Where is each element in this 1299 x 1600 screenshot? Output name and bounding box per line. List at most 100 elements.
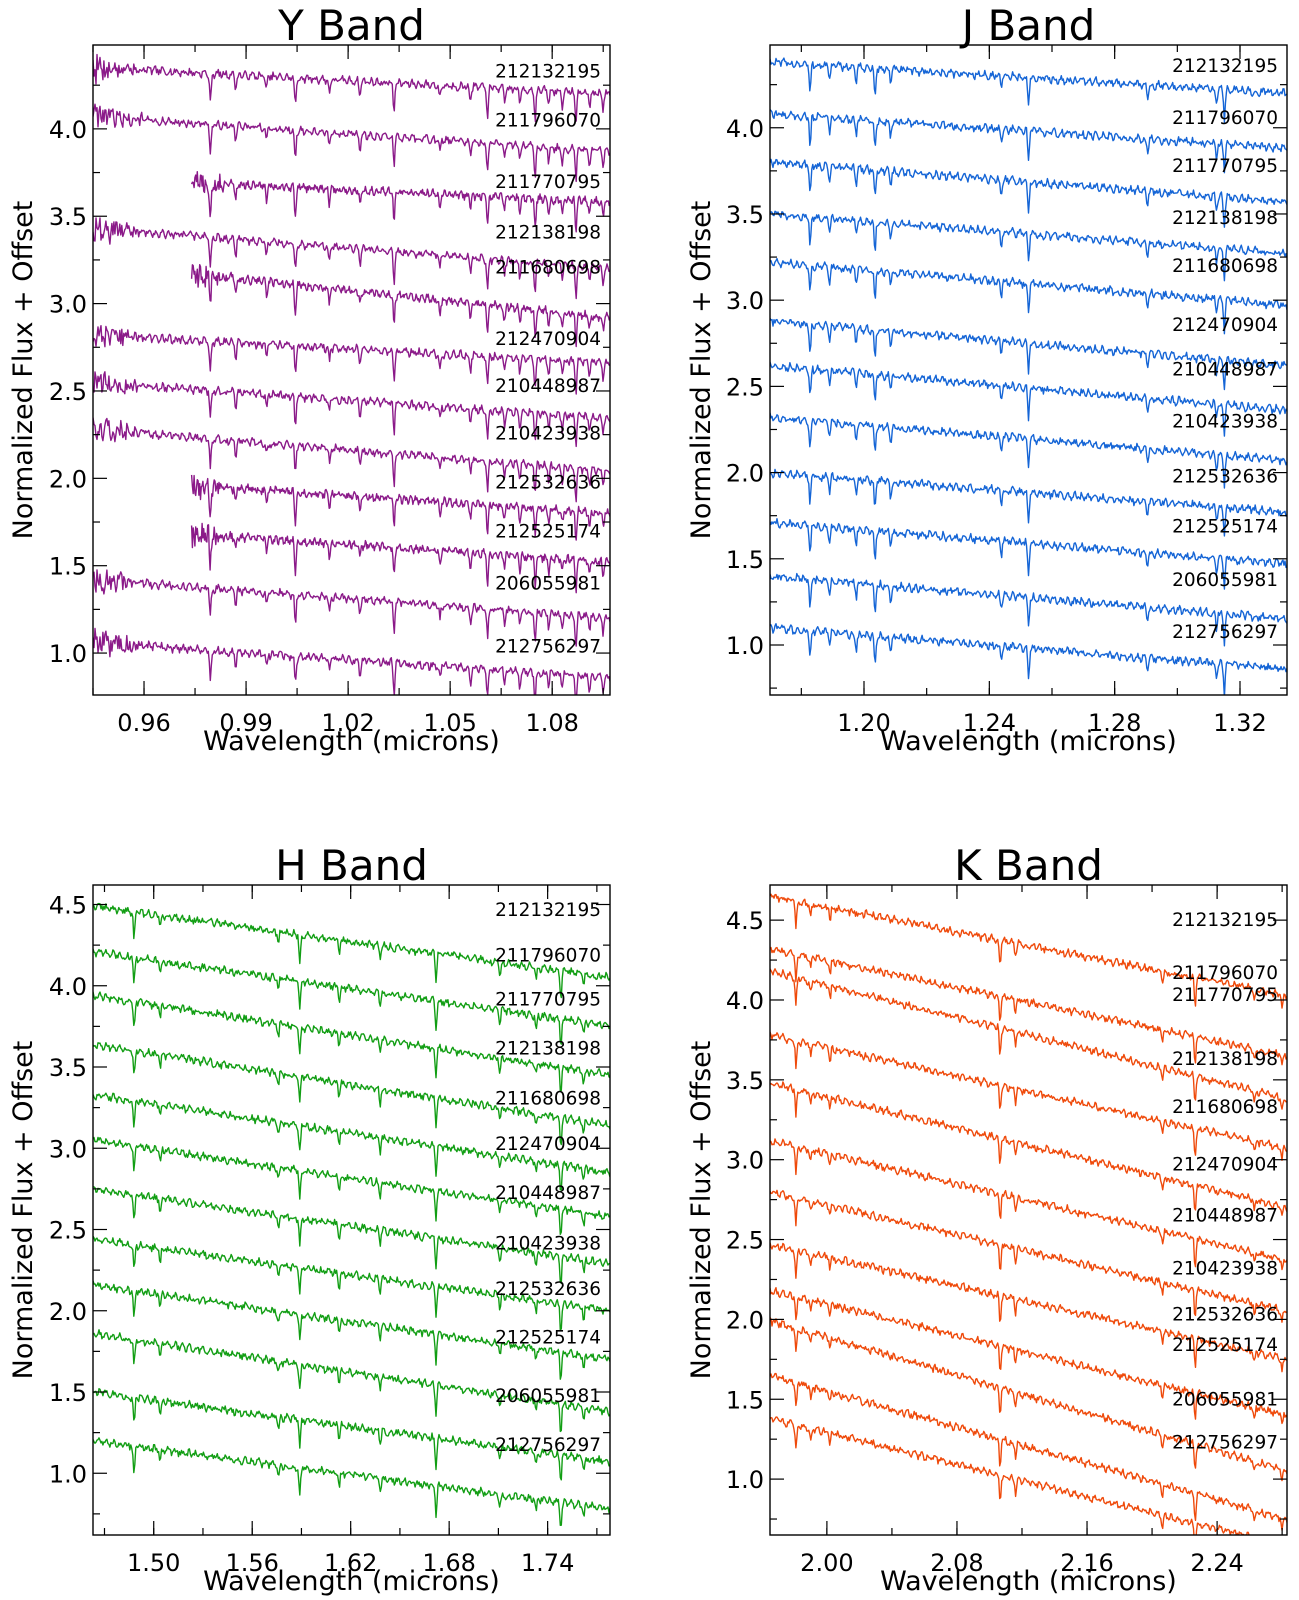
star-label-212756297: 212756297 xyxy=(1172,1432,1278,1453)
star-label-211680698: 211680698 xyxy=(495,1089,601,1110)
spectrum-206055981 xyxy=(770,1372,1287,1531)
star-label-212132195: 212132195 xyxy=(495,62,601,83)
h-band-y-tick-label: 1.0 xyxy=(49,1460,87,1488)
star-label-211680698: 211680698 xyxy=(1172,1097,1278,1118)
star-label-211796070: 211796070 xyxy=(1172,108,1278,129)
spectrum-211796070 xyxy=(770,946,1287,1066)
star-label-212532636: 212532636 xyxy=(1172,467,1278,488)
spectrum-212525174 xyxy=(93,1329,610,1433)
j-band-y-tick-label: 1.0 xyxy=(726,632,764,660)
star-label-212532636: 212532636 xyxy=(495,1279,601,1300)
y-band-x-axis-label: Wavelength (microns) xyxy=(203,726,500,757)
h-band-y-tick-label: 4.0 xyxy=(49,973,87,1001)
star-label-206055981: 206055981 xyxy=(495,574,601,595)
h-band-y-tick-label: 1.5 xyxy=(49,1379,87,1407)
k-band-x-axis-label: Wavelength (microns) xyxy=(880,1566,1177,1597)
star-label-212532636: 212532636 xyxy=(495,472,601,493)
j-band-x-axis-label: Wavelength (microns) xyxy=(880,726,1177,757)
k-band-y-axis-label: Normalized Flux + Offset xyxy=(686,1041,717,1380)
star-label-212756297: 212756297 xyxy=(495,1435,601,1456)
k-band-spectra xyxy=(770,893,1287,1535)
k-band-x-tick-label: 2.00 xyxy=(800,1549,853,1577)
star-label-211796070: 211796070 xyxy=(495,111,601,132)
spectrum-210448987 xyxy=(770,361,1287,437)
spectrum-206055981 xyxy=(93,1387,610,1481)
spectrum-211680698 xyxy=(190,264,610,348)
j-band-y-tick-label: 2.0 xyxy=(726,460,764,488)
spectrum-212532636 xyxy=(770,1286,1287,1425)
h-band-x-tick-label: 1.62 xyxy=(324,1549,377,1577)
spectrum-210448987 xyxy=(93,1186,610,1284)
spectrum-211770795 xyxy=(93,991,610,1092)
spectrum-210423938 xyxy=(93,417,610,503)
y-band-spectra xyxy=(93,53,610,695)
k-band-y-tick-label: 2.0 xyxy=(726,1306,764,1334)
star-label-210448987: 210448987 xyxy=(1172,360,1278,381)
y-band-x-tick-label: 1.08 xyxy=(525,709,578,737)
spectrum-206055981 xyxy=(93,569,610,647)
panel-y-band: 0.96 0.99 1.02 1.05 1.08 1.0 1.5 2.0 2.5 3.0 3.5 4.… xyxy=(8,1,611,757)
h-band-y-tick-label: 3.0 xyxy=(49,1135,87,1163)
j-band-y-tick-label: 2.5 xyxy=(726,373,764,401)
h-band-x-tick-label: 1.56 xyxy=(225,1549,278,1577)
star-label-212138198: 212138198 xyxy=(495,1038,601,1059)
k-band-x-tick-label: 2.16 xyxy=(1060,1549,1113,1577)
spectrum-211770795 xyxy=(190,170,610,233)
star-label-212470904: 212470904 xyxy=(1172,315,1278,336)
y-band-y-tick-label: 2.0 xyxy=(49,465,87,493)
star-label-212138198: 212138198 xyxy=(1172,208,1278,229)
spectrum-212532636 xyxy=(770,468,1287,537)
y-band-y-axis-label: Normalized Flux + Offset xyxy=(8,201,39,540)
spectrum-210448987 xyxy=(770,1189,1287,1323)
y-band-x-tick-label: 0.96 xyxy=(117,709,170,737)
h-band-y-tick-label: 4.5 xyxy=(49,892,87,920)
spectrum-211680698 xyxy=(93,1092,610,1191)
spectrum-210423938 xyxy=(770,412,1287,489)
y-band-y-tick-label: 1.5 xyxy=(49,553,87,581)
spectrum-212756297 xyxy=(770,1416,1250,1535)
spectrum-212532636 xyxy=(93,1280,610,1380)
k-band-y-tick-label: 4.5 xyxy=(726,907,764,935)
star-label-212756297: 212756297 xyxy=(495,637,601,658)
y-band-x-tick-label: 1.02 xyxy=(321,709,374,737)
star-label-206055981: 206055981 xyxy=(495,1386,601,1407)
j-band-y-axis-label: Normalized Flux + Offset xyxy=(686,201,717,540)
star-label-212525174: 212525174 xyxy=(1172,517,1278,538)
star-label-211770795: 211770795 xyxy=(1172,156,1278,177)
star-label-211796070: 211796070 xyxy=(1172,963,1278,984)
j-band-x-tick-label: 1.32 xyxy=(1213,709,1266,737)
spectrum-212532636 xyxy=(190,474,610,541)
star-label-212470904: 212470904 xyxy=(1172,1155,1278,1176)
star-label-206055981: 206055981 xyxy=(1172,570,1278,591)
spectrum-210423938 xyxy=(770,1242,1287,1373)
spectrum-210448987 xyxy=(93,371,610,448)
j-band-y-tick-label: 4.0 xyxy=(726,115,764,143)
h-band-x-tick-label: 1.50 xyxy=(127,1549,180,1577)
panel-j-band: 1.20 1.24 1.28 1.32 1.0 1.5 2.0 2.5 3.0 3.5 4.0 212… xyxy=(686,1,1288,757)
star-label-211796070: 211796070 xyxy=(495,946,601,967)
spectrum-212470904 xyxy=(93,1136,610,1236)
spectrum-212525174 xyxy=(190,522,610,594)
spectrum-212138198 xyxy=(93,217,610,300)
spectrum-212138198 xyxy=(93,1041,610,1146)
j-band-y-tick-label: 1.5 xyxy=(726,546,764,574)
star-label-212132195: 212132195 xyxy=(495,900,601,921)
spectrum-212756297 xyxy=(93,627,610,695)
panel-h-band: 1.50 1.56 1.62 1.68 1.74 1.0 1.5 2.0 2.5 3.0 3.5 4.… xyxy=(8,841,611,1597)
star-label-211770795: 211770795 xyxy=(495,990,601,1011)
spectrum-212470904 xyxy=(93,325,610,395)
spectrum-206055981 xyxy=(770,572,1287,647)
spectrum-211796070 xyxy=(93,103,610,183)
star-label-212132195: 212132195 xyxy=(1172,56,1278,77)
h-band-y-tick-label: 3.5 xyxy=(49,1054,87,1082)
spectrum-210423938 xyxy=(93,1235,610,1331)
star-label-212532636: 212532636 xyxy=(1172,1305,1278,1326)
k-band-x-tick-label: 2.08 xyxy=(930,1549,983,1577)
j-band-x-tick-label: 1.20 xyxy=(837,709,890,737)
j-band-x-tick-label: 1.24 xyxy=(963,709,1016,737)
h-band-y-tick-label: 2.5 xyxy=(49,1217,87,1245)
j-band-y-tick-label: 3.5 xyxy=(726,201,764,229)
star-label-210448987: 210448987 xyxy=(495,376,601,397)
h-band-x-tick-label: 1.74 xyxy=(521,1549,574,1577)
